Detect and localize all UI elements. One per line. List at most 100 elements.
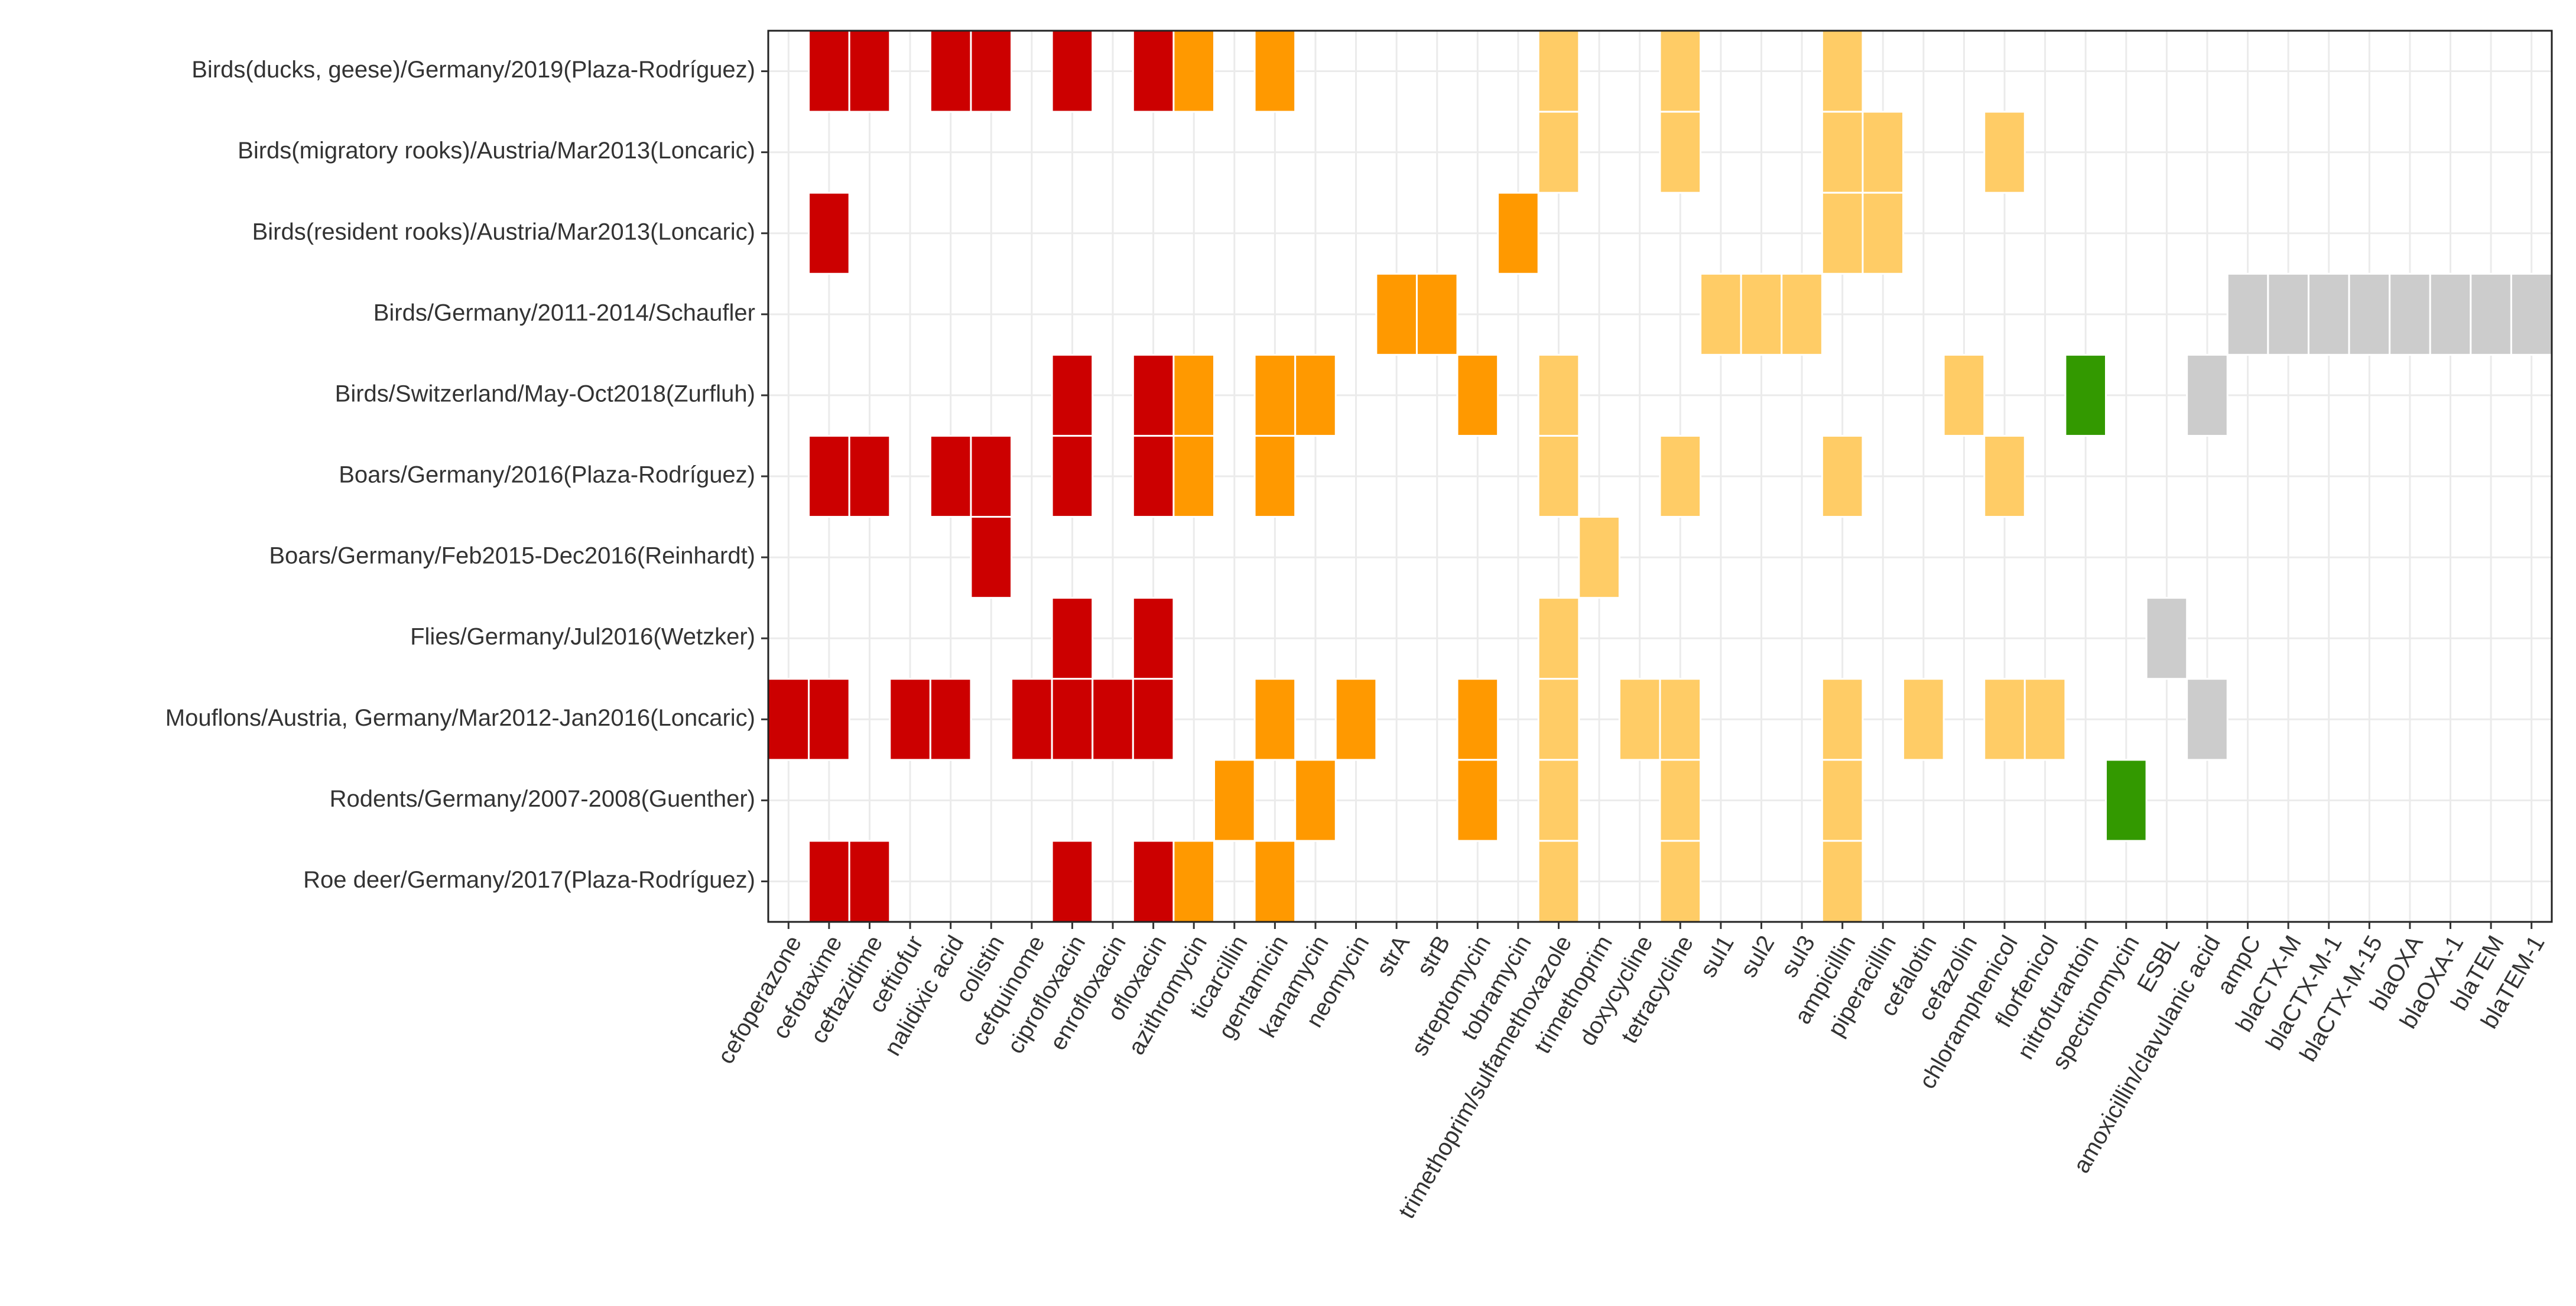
heatmap-cell xyxy=(1537,840,1580,923)
heatmap-cell xyxy=(1537,678,1580,761)
heatmap-cell xyxy=(848,840,891,923)
heatmap-cell xyxy=(1983,678,2026,761)
heatmap-cell xyxy=(1132,597,1175,680)
heatmap-cell xyxy=(1172,434,1215,518)
heatmap-cell xyxy=(1253,678,1297,761)
y-tick-label: Birds(migratory rooks)/Austria/Mar2013(L… xyxy=(238,138,755,164)
heatmap-cell xyxy=(1051,30,1094,113)
heatmap-cell xyxy=(1781,272,1823,356)
heatmap-cell xyxy=(1294,759,1337,842)
heatmap-cell xyxy=(848,434,891,518)
heatmap-cell xyxy=(2023,678,2067,761)
heatmap-cell xyxy=(1132,840,1175,923)
heatmap-cell xyxy=(2186,353,2229,437)
heatmap-cell xyxy=(1132,353,1175,437)
heatmap-cell xyxy=(1862,111,1905,194)
heatmap-cell xyxy=(808,678,850,761)
heatmap-cell xyxy=(1659,678,1702,761)
heatmap-cell xyxy=(2510,272,2553,356)
heatmap-cell xyxy=(2105,759,2148,842)
heatmap-cell xyxy=(2470,272,2512,356)
heatmap-cell xyxy=(1537,434,1580,518)
heatmap-cell xyxy=(2307,272,2350,356)
heatmap-cell xyxy=(1375,272,1418,356)
heatmap-cell xyxy=(2429,272,2472,356)
heatmap-cell xyxy=(1740,272,1783,356)
heatmap-cell xyxy=(1253,434,1297,518)
y-tick-label: Birds(ducks, geese)/Germany/2019(Plaza-R… xyxy=(191,57,755,83)
heatmap-cell xyxy=(2226,272,2269,356)
y-tick-label: Mouflons/Austria, Germany/Mar2012-Jan201… xyxy=(165,705,755,731)
heatmap-cell xyxy=(767,678,810,761)
heatmap-cell xyxy=(1051,840,1094,923)
heatmap-cell xyxy=(1172,353,1215,437)
heatmap-cell xyxy=(808,840,850,923)
heatmap-cell xyxy=(1537,597,1580,680)
heatmap-cell xyxy=(1537,353,1580,437)
heatmap-cell xyxy=(1659,30,1702,113)
heatmap-cell xyxy=(1659,759,1702,842)
heatmap-cell xyxy=(1618,678,1661,761)
heatmap-cell xyxy=(1172,30,1215,113)
y-tick-label: Birds/Switzerland/May-Oct2018(Zurfluh) xyxy=(335,381,755,407)
heatmap-cell xyxy=(1983,434,2026,518)
heatmap-cell xyxy=(808,434,850,518)
heatmap-cell xyxy=(1456,353,1499,437)
heatmap-cell xyxy=(1821,840,1864,923)
heatmap-cell xyxy=(1253,30,1297,113)
heatmap-cell xyxy=(1659,434,1702,518)
heatmap-cell xyxy=(1415,272,1458,356)
heatmap-cell xyxy=(929,434,972,518)
heatmap-cell xyxy=(1132,678,1175,761)
heatmap-cell xyxy=(1821,111,1864,194)
heatmap-cell xyxy=(1537,30,1580,113)
heatmap-cell xyxy=(2348,272,2391,356)
heatmap-cell xyxy=(1092,678,1134,761)
heatmap-cell xyxy=(1942,353,1986,437)
heatmap-cell xyxy=(1659,111,1702,194)
heatmap-cell xyxy=(1537,111,1580,194)
heatmap-cell xyxy=(1456,759,1499,842)
heatmap-cell xyxy=(2145,597,2188,680)
heatmap-cell xyxy=(1983,111,2026,194)
heatmap-cell xyxy=(1172,840,1215,923)
heatmap-cell xyxy=(1213,759,1256,842)
heatmap-cell xyxy=(2186,678,2229,761)
heatmap-cell xyxy=(929,678,972,761)
heatmap-cell xyxy=(808,191,850,275)
heatmap-cell xyxy=(1537,759,1580,842)
y-tick-label: Birds/Germany/2011-2014/Schaufler xyxy=(373,300,755,326)
heatmap-cell xyxy=(2064,353,2107,437)
heatmap-cell xyxy=(2267,272,2309,356)
heatmap-cell xyxy=(1132,30,1175,113)
heatmap-cells xyxy=(767,30,2553,923)
heatmap-cell xyxy=(889,678,931,761)
heatmap-cell xyxy=(1821,759,1864,842)
heatmap-cell xyxy=(1051,353,1094,437)
heatmap-cell xyxy=(1862,191,1905,275)
heatmap-cell xyxy=(1051,678,1094,761)
heatmap-cell xyxy=(1821,434,1864,518)
heatmap-cell xyxy=(1253,353,1297,437)
heatmap-cell xyxy=(1497,191,1539,275)
y-tick-label: Boars/Germany/2016(Plaza-Rodríguez) xyxy=(339,462,755,488)
heatmap-cell xyxy=(970,516,1013,599)
heatmap-cell xyxy=(1011,678,1053,761)
heatmap-cell xyxy=(1821,678,1864,761)
y-tick-label: Boars/Germany/Feb2015-Dec2016(Reinhardt) xyxy=(269,543,755,569)
heatmap-cell xyxy=(970,434,1013,518)
heatmap-cell xyxy=(1902,678,1945,761)
heatmap-cell xyxy=(1578,516,1620,599)
heatmap-cell xyxy=(929,30,972,113)
heatmap-cell xyxy=(1334,678,1378,761)
heatmap-cell xyxy=(2389,272,2431,356)
heatmap-cell xyxy=(1294,353,1337,437)
heatmap-cell xyxy=(848,30,891,113)
heatmap-cell xyxy=(970,30,1013,113)
y-tick-label: Flies/Germany/Jul2016(Wetzker) xyxy=(410,624,755,650)
heatmap-cell xyxy=(1051,434,1094,518)
heatmap-cell xyxy=(1821,191,1864,275)
heatmap-cell xyxy=(1132,434,1175,518)
